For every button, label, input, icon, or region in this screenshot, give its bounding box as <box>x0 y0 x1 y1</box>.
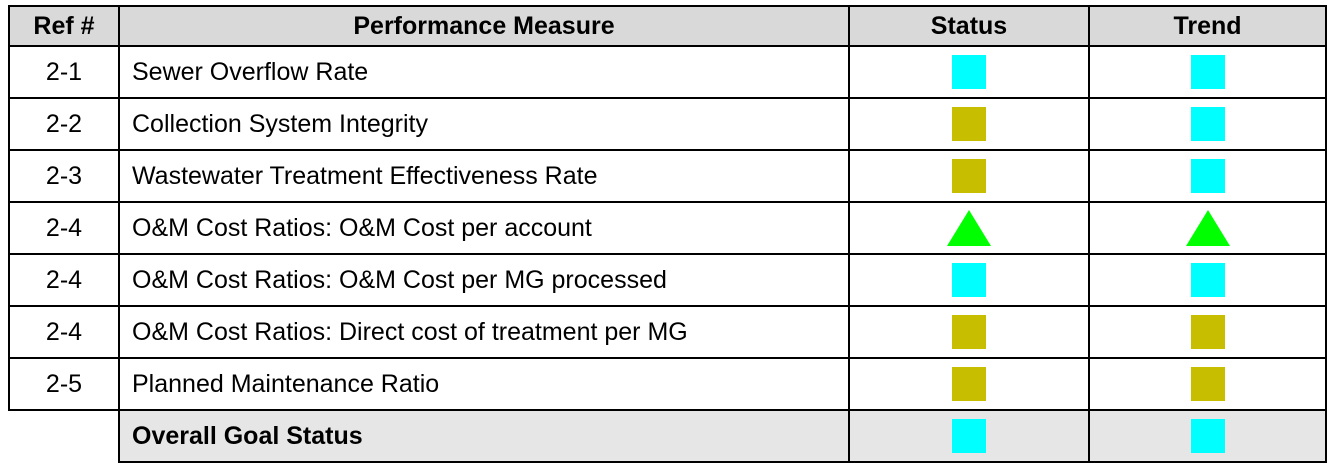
status-icon <box>1190 263 1225 297</box>
ref-cell: 2-4 <box>8 305 120 359</box>
triangle <box>947 210 991 246</box>
status-icon <box>952 367 986 401</box>
status-icon <box>947 210 991 246</box>
status-icon <box>952 315 986 349</box>
status-icon <box>1190 55 1225 89</box>
measure-cell: O&M Cost Ratios: O&M Cost per MG process… <box>118 253 850 307</box>
status-cell <box>848 305 1090 359</box>
measure-cell: Wastewater Treatment Effectiveness Rate <box>118 149 850 203</box>
trend-cell <box>1088 305 1327 359</box>
table-row: 2-3 Wastewater Treatment Effectiveness Ra… <box>8 149 1327 203</box>
triangle <box>1185 210 1230 246</box>
measure-cell: Sewer Overflow Rate <box>118 45 850 99</box>
status-cell <box>848 357 1090 411</box>
measure-cell: Collection System Integrity <box>118 97 850 151</box>
status-icon <box>1190 367 1225 401</box>
trend-cell <box>1088 149 1327 203</box>
header-cell: Ref # <box>8 5 120 47</box>
measure-cell: Overall Goal Status <box>118 409 850 463</box>
table-row: 2-5 Planned Maintenance Ratio <box>8 357 1327 411</box>
status-icon <box>952 159 986 193</box>
status-table: Ref # Performance Measure Status Trend 2… <box>8 5 1327 463</box>
status-cell <box>848 45 1090 99</box>
ref-cell: 2-4 <box>8 201 120 255</box>
table-row: 2-4 O&M Cost Ratios: Direct cost of treat… <box>8 305 1327 359</box>
table-row: 2-1 Sewer Overflow Rate <box>8 45 1327 99</box>
header-row: Ref # Performance Measure Status Trend <box>8 5 1327 47</box>
trend-cell <box>1088 201 1327 255</box>
status-icon <box>1185 210 1230 246</box>
table-row: 2-2 Collection System Integrity <box>8 97 1327 151</box>
overall-row: Overall Goal Status <box>9 409 1327 463</box>
ref-cell: 2-4 <box>8 253 120 307</box>
status-cell <box>848 409 1090 463</box>
status-icon <box>1190 107 1225 141</box>
header-cell: Performance Measure <box>118 5 850 47</box>
trend-cell <box>1088 409 1327 463</box>
status-icon <box>952 419 986 453</box>
status-icon <box>952 107 986 141</box>
status-cell <box>848 201 1090 255</box>
ref-cell: 2-5 <box>8 357 120 411</box>
status-icon <box>1190 419 1225 453</box>
status-icon <box>1190 315 1225 349</box>
trend-cell <box>1088 45 1327 99</box>
trend-cell <box>1088 97 1327 151</box>
measure-cell: Planned Maintenance Ratio <box>118 357 850 411</box>
status-icon <box>952 263 986 297</box>
table-row: 2-4 O&M Cost Ratios: O&M Cost per account <box>8 201 1327 255</box>
status-cell <box>848 253 1090 307</box>
trend-cell <box>1088 253 1327 307</box>
ref-cell: 2-2 <box>8 97 120 151</box>
trend-cell <box>1088 357 1327 411</box>
table-row: 2-4 O&M Cost Ratios: O&M Cost per MG proc… <box>8 253 1327 307</box>
status-cell <box>848 97 1090 151</box>
header-cell: Status <box>848 5 1090 47</box>
measure-cell: O&M Cost Ratios: Direct cost of treatmen… <box>118 305 850 359</box>
header-cell: Trend <box>1088 5 1327 47</box>
status-icon <box>952 55 986 89</box>
table-body: 2-1 Sewer Overflow Rate 2-2 Collection Syst… <box>8 45 1327 463</box>
blank-cell <box>9 409 120 462</box>
status-icon <box>1190 159 1225 193</box>
measure-cell: O&M Cost Ratios: O&M Cost per account <box>118 201 850 255</box>
ref-cell: 2-1 <box>8 45 120 99</box>
ref-cell: 2-3 <box>8 149 120 203</box>
status-cell <box>848 149 1090 203</box>
